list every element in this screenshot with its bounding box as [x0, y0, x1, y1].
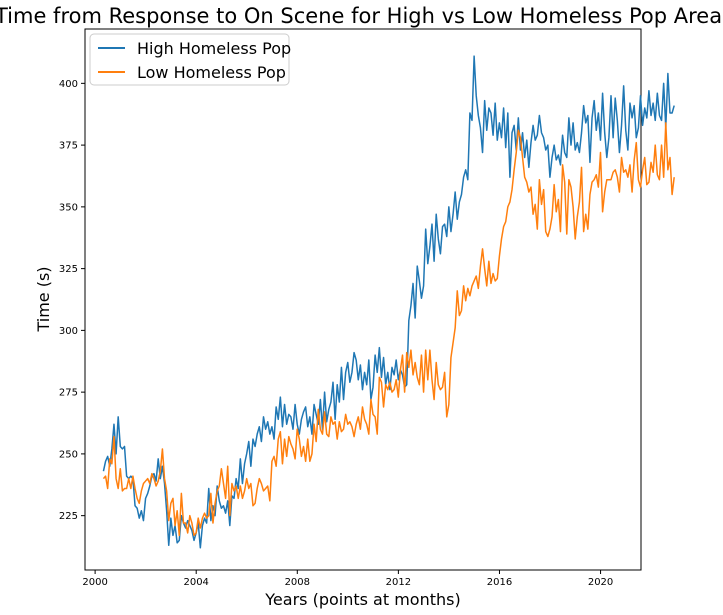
plot-area: 2000 2004 2008 2012 2016 2020 225 250 275 300 325…	[59, 28, 675, 588]
y-tick-label: 325	[59, 264, 78, 275]
x-tick-label: 2016	[487, 577, 512, 588]
y-axis-ticks: 225 250 275 300 325 350 375 400	[59, 79, 85, 522]
x-axis-ticks: 2000 2004 2008 2012 2016 2020	[82, 570, 613, 588]
plot-frame	[84, 28, 642, 571]
chart-title: Time from Response to On Scene for High …	[0, 4, 723, 28]
x-tick-label: 2012	[386, 577, 411, 588]
legend-label-low-homeless-pop: Low Homeless Pop	[137, 63, 286, 82]
x-tick-label: 2004	[183, 577, 208, 588]
x-tick-label: 2020	[588, 577, 613, 588]
y-tick-label: 300	[59, 326, 78, 337]
y-tick-label: 250	[59, 449, 78, 460]
y-tick-label: 375	[59, 141, 78, 152]
x-tick-label: 2000	[82, 577, 107, 588]
series-line-low-homeless-pop	[102, 122, 675, 537]
legend-label-high-homeless-pop: High Homeless Pop	[137, 39, 291, 58]
y-tick-label: 350	[59, 202, 78, 213]
legend-box	[89, 33, 290, 86]
y-axis-label: Time (s)	[34, 266, 53, 332]
x-axis-label: Years (points at months)	[264, 590, 460, 609]
x-tick-label: 2008	[285, 577, 310, 588]
y-tick-label: 225	[59, 511, 78, 522]
legend: High Homeless Pop Low Homeless Pop	[89, 33, 291, 86]
series-line-high-homeless-pop	[102, 55, 675, 549]
y-tick-label: 400	[59, 79, 78, 90]
y-tick-label: 275	[59, 388, 78, 399]
series-lines	[102, 55, 675, 549]
